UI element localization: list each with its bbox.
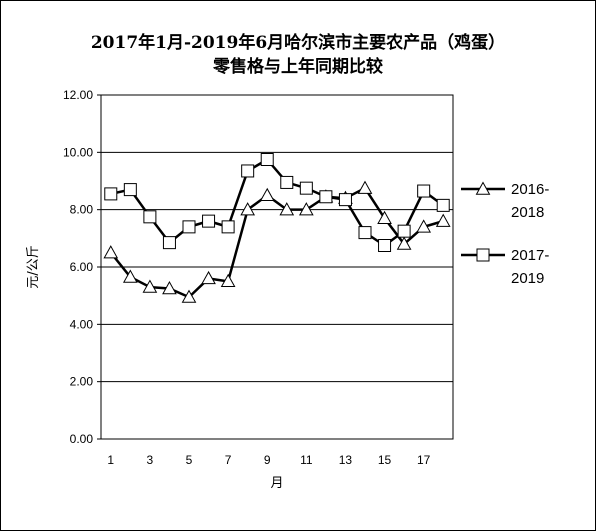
legend-label-2016-2018: 2018 <box>511 204 544 221</box>
point-2017-2019 <box>143 210 157 224</box>
legend-label-2016-2018: 2016- <box>511 181 549 198</box>
x-tick-label: 15 <box>378 453 392 467</box>
point-2017-2019 <box>417 184 431 198</box>
point-2017-2019 <box>436 198 450 212</box>
chart-title-line1: 2017年1月-2019年6月哈尔滨市主要农产品（鸡蛋） <box>90 33 506 53</box>
legend-label-2017-2019: 2019 <box>511 270 544 287</box>
point-2016-2018 <box>240 202 256 216</box>
point-2016-2018 <box>396 236 412 250</box>
point-2017-2019 <box>162 236 176 250</box>
y-tick-label: 12.00 <box>63 88 93 102</box>
point-2017-2019 <box>104 187 118 201</box>
legend-marker-2017-2019 <box>476 248 490 262</box>
point-2017-2019 <box>299 181 313 195</box>
chart-title-line2: 零售格与上年同期比较 <box>213 57 383 77</box>
x-tick-label: 17 <box>417 453 431 467</box>
x-tick-label: 11 <box>300 453 313 467</box>
point-2017-2019 <box>202 214 216 228</box>
point-2016-2018 <box>298 202 314 216</box>
point-2016-2018 <box>259 187 275 202</box>
y-tick-label: 8.00 <box>70 203 94 217</box>
legend-marker-2016-2018 <box>475 181 491 195</box>
point-2017-2019 <box>182 220 196 234</box>
point-2016-2018 <box>416 219 432 233</box>
point-2017-2019 <box>358 226 372 240</box>
point-2016-2018 <box>103 245 119 259</box>
point-2016-2018 <box>377 210 392 224</box>
point-2016-2018 <box>122 269 138 283</box>
x-tick-label: 13 <box>339 453 353 467</box>
y-tick-label: 10.00 <box>63 145 93 159</box>
point-2017-2019 <box>397 224 411 238</box>
x-tick-label: 5 <box>186 453 193 467</box>
point-2016-2018 <box>279 202 295 216</box>
point-2016-2018 <box>181 289 197 303</box>
point-2017-2019 <box>123 183 137 197</box>
y-axis-title: 元/公斤 <box>26 245 41 288</box>
point-2017-2019 <box>319 190 333 204</box>
point-2017-2019 <box>280 175 294 189</box>
point-2017-2019 <box>241 164 255 178</box>
legend-label-2017-2019: 2017- <box>511 247 549 264</box>
x-tick-label: 7 <box>225 453 232 467</box>
y-tick-label: 4.00 <box>70 317 94 331</box>
point-2016-2018 <box>162 280 177 295</box>
x-tick-label: 1 <box>107 453 114 467</box>
point-2017-2019 <box>378 239 392 252</box>
point-2016-2018 <box>220 273 236 288</box>
chart-title: 2017年1月-2019年6月哈尔滨市主要农产品（鸡蛋） 零售格与上年同期比较 <box>1 31 595 79</box>
point-2016-2018 <box>357 180 373 194</box>
y-tick-label: 2.00 <box>70 375 94 389</box>
point-2017-2019 <box>260 153 274 166</box>
point-2016-2018 <box>142 279 158 293</box>
point-2017-2019 <box>338 193 352 207</box>
x-tick-label: 9 <box>264 453 271 467</box>
point-2017-2019 <box>221 220 235 234</box>
point-2016-2018 <box>435 213 451 227</box>
y-tick-label: 0.00 <box>70 432 94 446</box>
series-line-2016-2018 <box>109 186 444 299</box>
y-tick-label: 6.00 <box>70 260 94 274</box>
point-2016-2018 <box>201 270 216 285</box>
x-tick-label: 3 <box>147 453 154 467</box>
x-axis-title: 月 <box>270 476 283 491</box>
